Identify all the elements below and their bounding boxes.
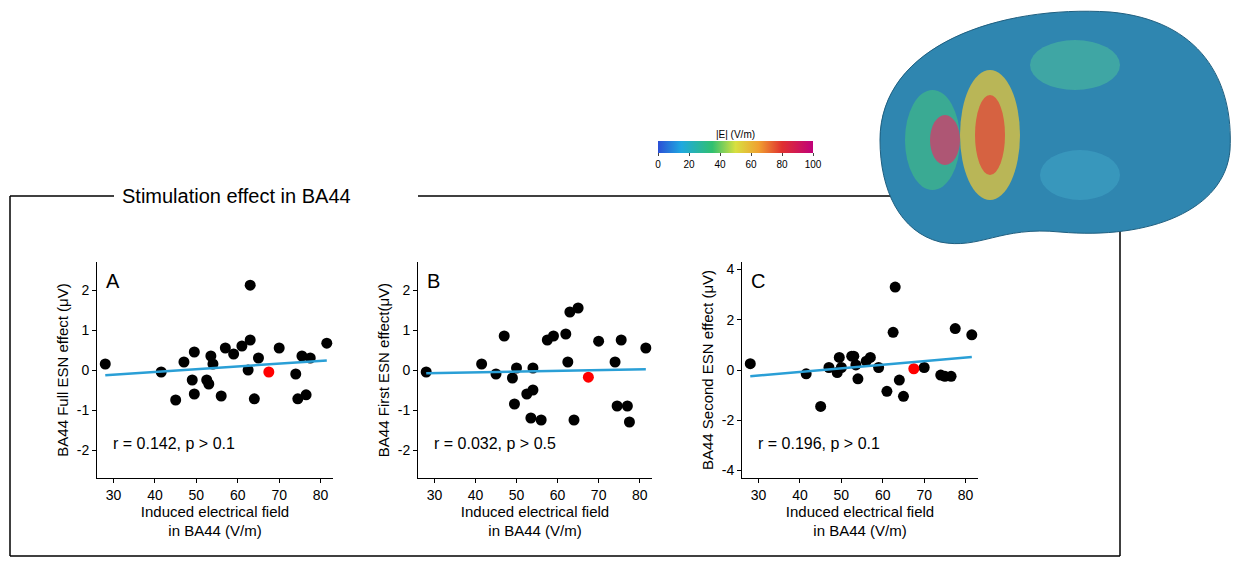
svg-text:r = 0.032, p > 0.5: r = 0.032, p > 0.5	[434, 435, 556, 452]
svg-text:50: 50	[189, 487, 205, 503]
svg-text:0: 0	[81, 362, 89, 378]
svg-text:100: 100	[805, 159, 822, 170]
svg-text:-2: -2	[722, 412, 735, 428]
svg-text:60: 60	[875, 487, 891, 503]
svg-text:50: 50	[509, 487, 525, 503]
svg-text:80: 80	[958, 487, 974, 503]
svg-text:60: 60	[745, 159, 757, 170]
svg-text:40: 40	[468, 487, 484, 503]
svg-text:2: 2	[402, 282, 410, 298]
svg-text:1: 1	[402, 322, 410, 338]
svg-text:BA44 Second ESN effect (μV): BA44 Second ESN effect (μV)	[699, 270, 716, 470]
svg-text:BA44 First ESN effect(μV): BA44 First ESN effect(μV)	[375, 283, 392, 457]
svg-text:30: 30	[106, 487, 122, 503]
svg-text:40: 40	[792, 487, 808, 503]
svg-text:40: 40	[714, 159, 726, 170]
svg-text:Induced electrical fieldin BA4: Induced electrical fieldin BA44 (V/m)	[461, 503, 609, 540]
svg-text:60: 60	[230, 487, 246, 503]
svg-text:Induced electrical fieldin BA4: Induced electrical fieldin BA44 (V/m)	[141, 503, 289, 540]
svg-text:4: 4	[726, 261, 734, 277]
svg-text:80: 80	[313, 487, 329, 503]
svg-text:Induced electrical fieldin BA4: Induced electrical fieldin BA44 (V/m)	[786, 503, 934, 540]
svg-text:-4: -4	[722, 462, 735, 478]
svg-text:A: A	[106, 270, 120, 292]
svg-text:0: 0	[402, 362, 410, 378]
svg-text:-1: -1	[77, 402, 90, 418]
svg-text:70: 70	[916, 487, 932, 503]
svg-text:80: 80	[632, 487, 648, 503]
svg-text:-2: -2	[77, 442, 90, 458]
svg-text:0: 0	[655, 159, 661, 170]
svg-text:|E| (V/m): |E| (V/m)	[716, 129, 755, 140]
svg-text:2: 2	[81, 282, 89, 298]
svg-text:20: 20	[683, 159, 695, 170]
svg-text:30: 30	[427, 487, 443, 503]
svg-text:Stimulation effect in BA44: Stimulation effect in BA44	[122, 185, 351, 207]
svg-text:1: 1	[81, 322, 89, 338]
svg-text:r = 0.142, p > 0.1: r = 0.142, p > 0.1	[113, 435, 235, 452]
svg-text:30: 30	[751, 487, 767, 503]
svg-text:70: 70	[591, 487, 607, 503]
svg-text:50: 50	[834, 487, 850, 503]
svg-text:2: 2	[726, 312, 734, 328]
svg-text:-2: -2	[398, 442, 411, 458]
svg-text:BA44 Full ESN effect (μV): BA44 Full ESN effect (μV)	[54, 283, 71, 456]
svg-text:r = 0.196, p > 0.1: r = 0.196, p > 0.1	[758, 435, 880, 452]
svg-text:B: B	[427, 270, 440, 292]
svg-text:40: 40	[147, 487, 163, 503]
svg-text:0: 0	[726, 362, 734, 378]
svg-text:60: 60	[550, 487, 566, 503]
svg-text:70: 70	[271, 487, 287, 503]
svg-text:80: 80	[776, 159, 788, 170]
svg-text:-1: -1	[398, 402, 411, 418]
svg-text:C: C	[751, 270, 765, 292]
